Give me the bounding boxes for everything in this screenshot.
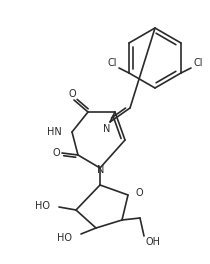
- Text: N: N: [97, 165, 105, 175]
- Text: O: O: [68, 89, 76, 99]
- Text: N: N: [103, 124, 111, 134]
- Text: HN: HN: [47, 127, 62, 137]
- Text: Cl: Cl: [107, 58, 117, 68]
- Text: Cl: Cl: [193, 58, 203, 68]
- Text: O: O: [52, 148, 60, 158]
- Text: HO: HO: [57, 233, 72, 243]
- Text: O: O: [135, 188, 143, 198]
- Text: OH: OH: [146, 237, 161, 247]
- Text: HO: HO: [35, 201, 50, 211]
